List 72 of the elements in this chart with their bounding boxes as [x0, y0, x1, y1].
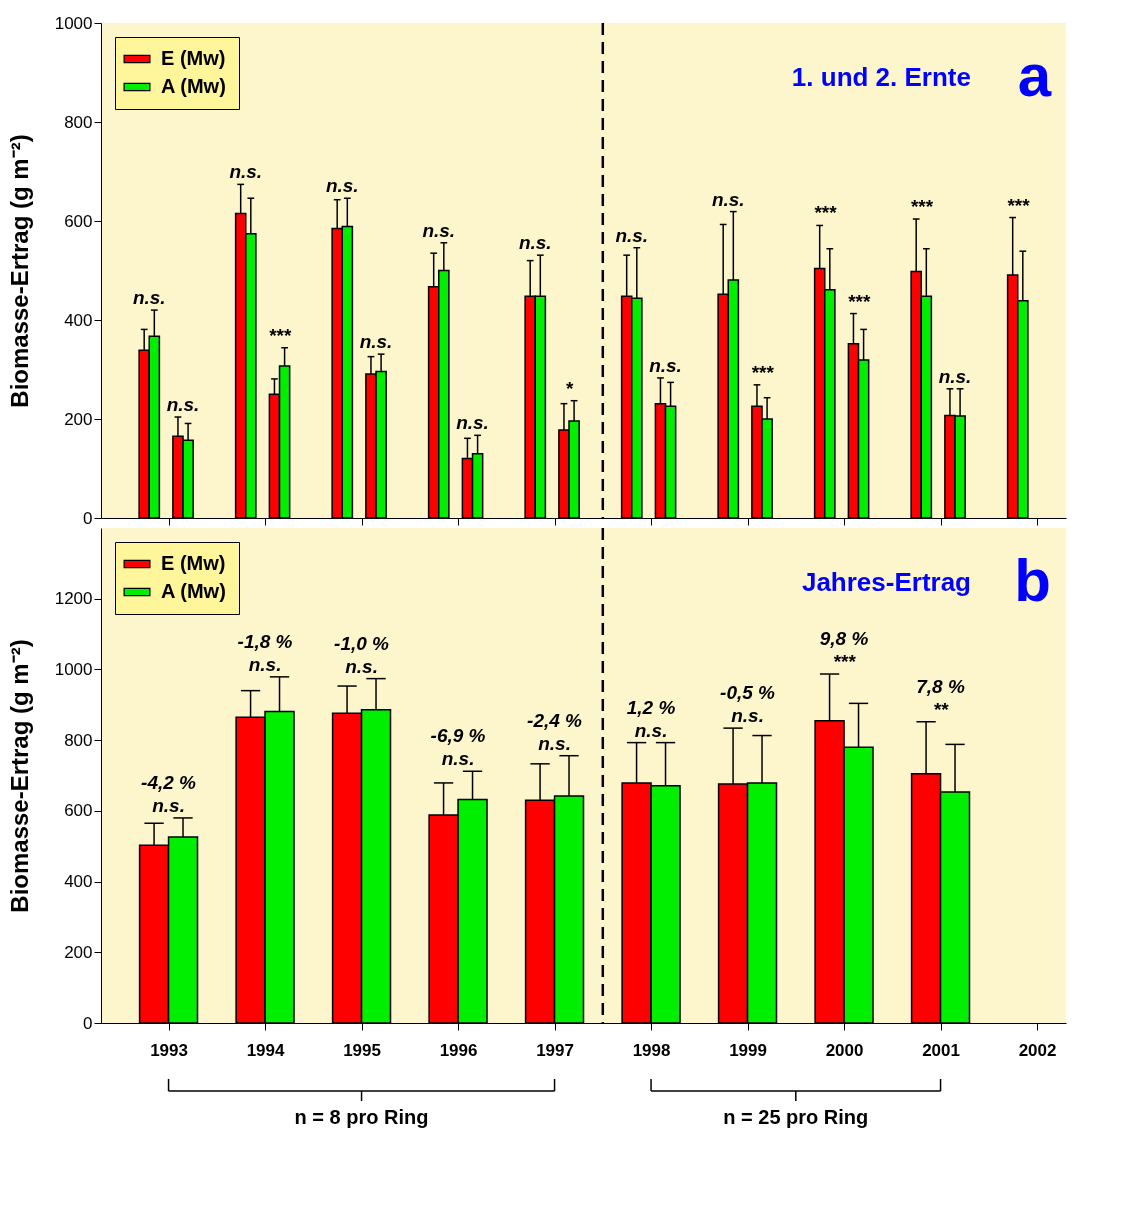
x-tick-label: 1995 [343, 1040, 381, 1060]
annotation: *** [813, 202, 838, 224]
annotation: *** [832, 651, 857, 673]
y-tick-label: 600 [64, 211, 93, 231]
y-tick-label: 0 [83, 508, 93, 528]
annotation: -1,8 % [237, 630, 293, 652]
legend-label: A (Mw) [161, 580, 226, 602]
y-tick-label: 1000 [54, 13, 93, 33]
x-tick-label: 2000 [825, 1040, 864, 1060]
annotation: Jahres-Ertrag [801, 567, 971, 597]
x-tick-label: 1997 [536, 1040, 574, 1060]
annotation: *** [750, 361, 775, 383]
annotation: n.s. [325, 175, 359, 197]
annotation: n.s. [166, 394, 200, 416]
x-tick-label: 1996 [439, 1040, 478, 1060]
y-tick-label: 800 [64, 730, 93, 750]
y-tick-label: 400 [64, 872, 93, 892]
annotation: -6,9 % [430, 725, 486, 747]
annotation: n.s. [422, 219, 456, 241]
x-tick-label: 1994 [246, 1040, 285, 1060]
annotation: ** [933, 698, 950, 720]
x-tick-label: 1999 [729, 1040, 767, 1060]
x-tick-label: 2001 [922, 1040, 960, 1060]
annotation: -0,5 % [720, 682, 776, 704]
text: n = 25 pro Ring [723, 1106, 869, 1128]
y-tick-label: 200 [64, 409, 93, 429]
annotation: -4,2 % [141, 771, 197, 793]
annotation: *** [847, 290, 872, 312]
annotation: 1. und 2. Ernte [791, 62, 971, 92]
y-tick-label: 200 [64, 942, 93, 962]
annotation: n.s. [938, 365, 972, 387]
annotation: 7,8 % [916, 675, 965, 697]
annotation: *** [910, 196, 934, 218]
annotation: 1,2 % [626, 696, 676, 718]
annotation: n.s. [345, 655, 378, 677]
y-tick-label: 800 [64, 112, 93, 132]
annotation: n.s. [248, 653, 282, 675]
annotation: n.s. [538, 732, 571, 754]
annotation: n.s. [456, 412, 489, 434]
legend-label: A (Mw) [161, 75, 226, 97]
y-tick-label: 1200 [54, 589, 93, 609]
legend-label: E (Mw) [161, 47, 226, 69]
x-tick-label: 1998 [632, 1040, 671, 1060]
annotation: n.s. [441, 748, 475, 770]
y-tick-label: 400 [64, 310, 93, 330]
annotation: -1,0 % [334, 632, 390, 654]
annotation: n.s. [649, 354, 682, 376]
annotation: n.s. [711, 188, 745, 210]
annotation: n.s. [229, 161, 263, 183]
annotation: n.s. [634, 719, 668, 741]
annotation: 9,8 % [819, 628, 869, 650]
annotation: -2,4 % [527, 709, 583, 731]
y-tick-label: 1000 [54, 659, 93, 679]
annotation: * [565, 377, 575, 399]
annotation: n.s. [152, 794, 185, 816]
text: n = 8 pro Ring [294, 1106, 429, 1128]
annotation: *** [268, 324, 293, 346]
y-tick-label: 0 [83, 1013, 93, 1033]
x-tick-label: 1993 [150, 1040, 188, 1060]
annotation: n.s. [132, 287, 166, 309]
y-tick-label: 600 [64, 801, 93, 821]
annotation: n.s. [518, 232, 552, 254]
annotation: n.s. [615, 224, 649, 246]
annotation: *** [1006, 194, 1031, 216]
legend-label: E (Mw) [161, 552, 226, 574]
annotation: b [1014, 547, 1051, 614]
annotation: n.s. [731, 705, 764, 727]
y-axis-title: Biomasse-Ertrag (g m⁻²) [5, 639, 33, 913]
annotation: a [1017, 42, 1052, 109]
y-axis-title: Biomasse-Ertrag (g m⁻²) [5, 134, 33, 408]
x-tick-label: 2002 [1018, 1040, 1057, 1060]
annotation: n.s. [359, 331, 393, 353]
